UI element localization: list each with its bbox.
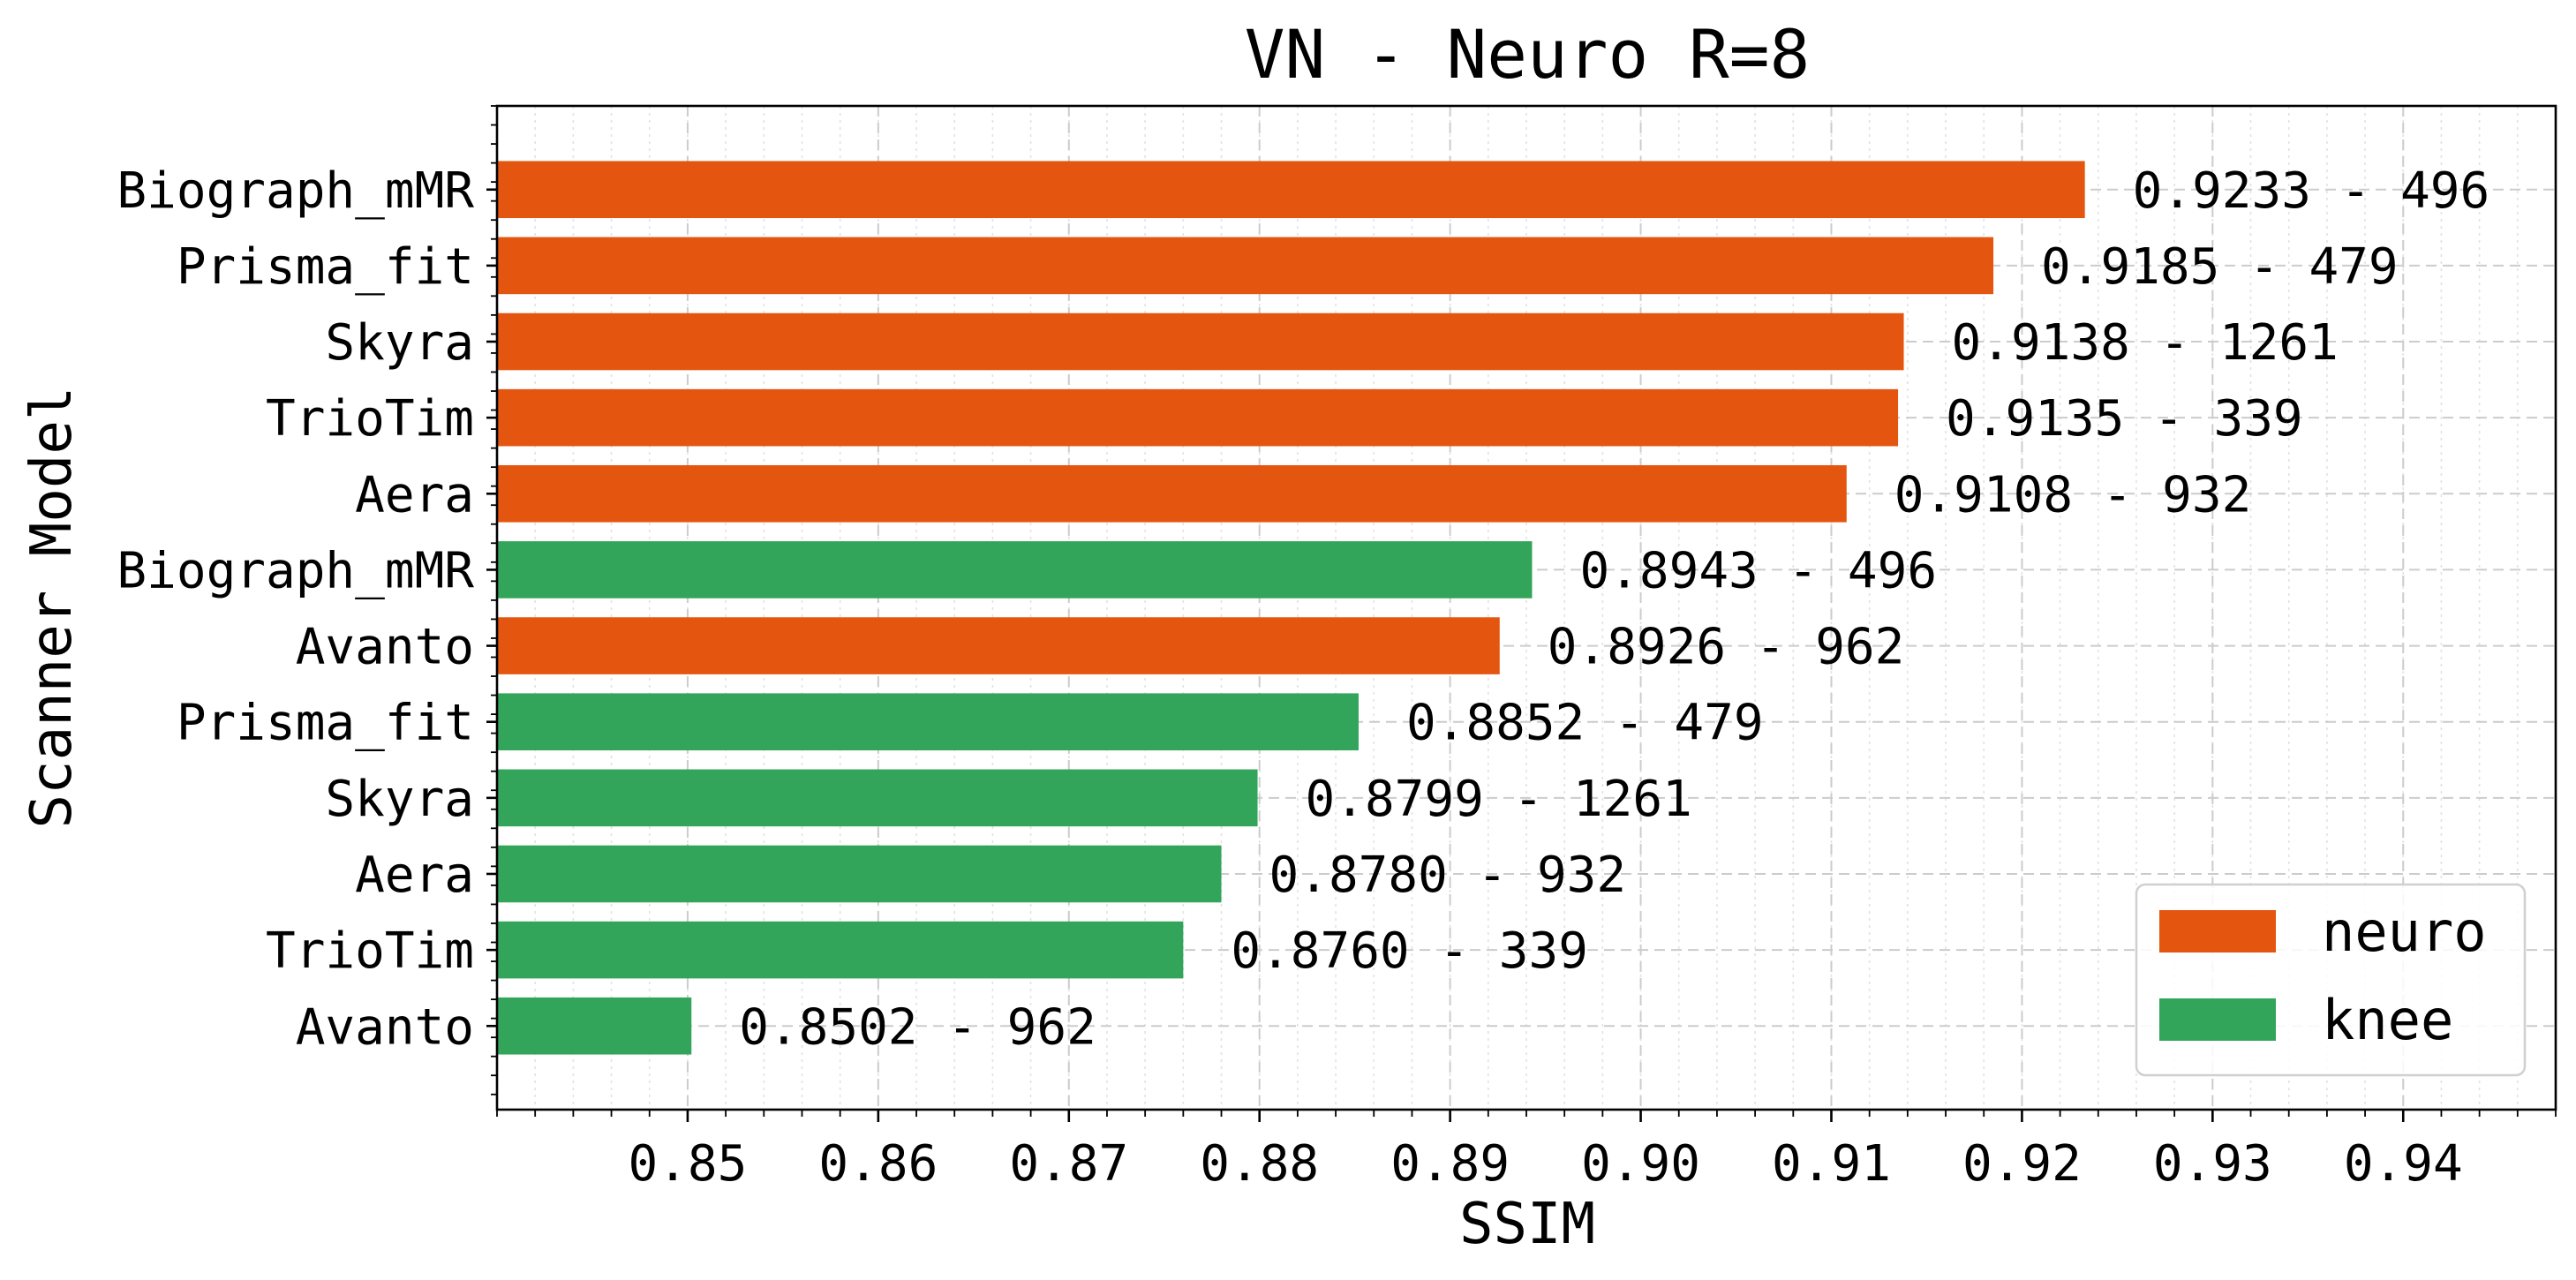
bar-value-label: 0.9108 - 932 — [1894, 466, 2252, 523]
bar-value-label: 0.8799 - 1261 — [1306, 771, 1692, 828]
value-labels: 0.9233 - 496 0.9185 - 479 0.9138 - 1261 0.9… — [739, 162, 2489, 1057]
bar-knee — [497, 845, 1222, 903]
y-tick-label: Aera — [355, 847, 474, 904]
y-tick-label: TrioTim — [266, 390, 474, 448]
bar-knee — [497, 769, 1258, 827]
bar-value-label: 0.8943 - 496 — [1579, 542, 1937, 599]
bar-neuro — [497, 464, 1847, 523]
bar-value-label: 0.8760 - 339 — [1231, 922, 1588, 980]
y-axis: Biograph_mMR Prisma_fit Skyra TrioTim Aera Bi… — [117, 105, 497, 1096]
chart-title: VN - Neuro R=8 — [1245, 15, 1811, 94]
x-axis-label: SSIM — [1459, 1192, 1595, 1257]
bar-value-label: 0.9233 - 496 — [2133, 162, 2490, 220]
y-tick-label: TrioTim — [266, 922, 474, 980]
x-tick-label: 0.90 — [1581, 1135, 1700, 1193]
x-tick-label: 0.88 — [1200, 1135, 1319, 1193]
x-tick-label: 0.94 — [2344, 1135, 2463, 1193]
bar-neuro — [497, 237, 1994, 295]
y-tick-label: Avanto — [296, 619, 474, 676]
bar-value-label: 0.8502 - 962 — [739, 998, 1096, 1056]
y-tick-label: Skyra — [325, 771, 474, 828]
y-tick-label: Skyra — [325, 314, 474, 372]
legend-label-knee: knee — [2322, 988, 2453, 1052]
y-axis-label: Scanner Model — [19, 387, 85, 829]
y-tick-label: Biograph_mMR — [117, 542, 474, 599]
y-tick-label: Avanto — [296, 998, 474, 1056]
x-tick-label: 0.87 — [1009, 1135, 1128, 1193]
bar-neuro — [497, 161, 2085, 219]
legend-label-neuro: neuro — [2322, 900, 2487, 964]
x-tick-label: 0.86 — [818, 1135, 938, 1193]
y-tick-label: Prisma_fit — [177, 238, 474, 296]
x-axis: 0.85 0.86 0.87 0.88 0.89 0.90 0.91 0.92 0.93 0.94 — [496, 1110, 2557, 1193]
x-tick-label: 0.93 — [2153, 1135, 2272, 1193]
bar-value-label: 0.9138 - 1261 — [1952, 314, 2339, 372]
x-tick-label: 0.85 — [628, 1135, 747, 1193]
x-tick-label: 0.89 — [1390, 1135, 1510, 1193]
y-tick-label: Prisma_fit — [177, 695, 474, 752]
bar-knee — [497, 541, 1533, 599]
legend-swatch-neuro — [2159, 910, 2276, 952]
x-tick-label: 0.92 — [1962, 1135, 2082, 1193]
legend: neuro knee — [2135, 883, 2527, 1077]
bars — [497, 161, 2085, 1055]
x-tick-label: 0.91 — [1772, 1135, 1891, 1193]
bar-neuro — [497, 312, 1904, 371]
y-tick-label: Aera — [355, 466, 474, 523]
bar-value-label: 0.8852 - 479 — [1406, 695, 1764, 752]
legend-swatch-knee — [2159, 998, 2276, 1041]
bar-knee — [497, 997, 692, 1055]
bar-knee — [497, 693, 1359, 751]
bar-value-label: 0.8780 - 932 — [1269, 847, 1627, 904]
bar-value-label: 0.9185 - 479 — [2041, 238, 2399, 296]
bar-value-label: 0.9135 - 339 — [1946, 390, 2303, 448]
bar-value-label: 0.8926 - 962 — [1548, 619, 1905, 676]
y-tick-label: Biograph_mMR — [117, 162, 474, 220]
bar-knee — [497, 921, 1184, 979]
bar-neuro — [497, 388, 1899, 447]
bar-neuro — [497, 617, 1500, 674]
